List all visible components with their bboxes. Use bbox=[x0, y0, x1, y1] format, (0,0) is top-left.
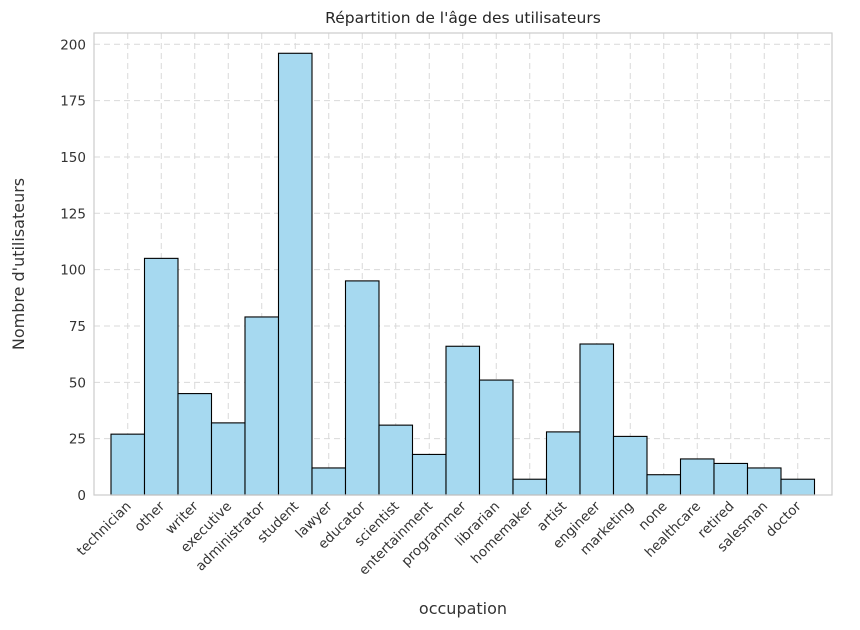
bar-technician bbox=[110, 433, 146, 496]
bar-artist bbox=[545, 431, 581, 496]
x-axis-ticks: technicianotherwriterexecutiveadministra… bbox=[74, 498, 805, 578]
bar-librarian bbox=[478, 379, 514, 496]
bar-writer bbox=[177, 393, 213, 496]
x-axis-title: occupation bbox=[419, 599, 507, 618]
bar-educator bbox=[344, 280, 380, 496]
y-tick-label: 25 bbox=[69, 432, 86, 448]
y-tick-label: 50 bbox=[69, 375, 86, 391]
y-tick-label: 150 bbox=[60, 150, 86, 166]
bar-healthcare bbox=[679, 458, 715, 496]
bar-scientist bbox=[378, 424, 414, 496]
y-tick-label: 75 bbox=[69, 319, 86, 335]
bar-entertainment bbox=[411, 453, 447, 496]
x-tick-label: other bbox=[131, 498, 168, 535]
y-axis-ticks: 0 25 50 75 100 125 150 175 200 bbox=[60, 37, 86, 504]
bar-student bbox=[277, 52, 313, 496]
x-tick-label: doctor bbox=[763, 498, 805, 540]
y-tick-label: 100 bbox=[60, 263, 86, 279]
bar-homemaker bbox=[512, 478, 548, 496]
y-tick-label: 175 bbox=[60, 94, 86, 110]
bar-programmer bbox=[445, 345, 481, 496]
bar-other bbox=[143, 257, 179, 496]
chart-title: Répartition de l'âge des utilisateurs bbox=[325, 9, 601, 27]
y-axis-title: Nombre d'utilisateurs bbox=[9, 178, 28, 350]
bar-retired bbox=[713, 462, 749, 496]
bar-engineer bbox=[579, 343, 615, 496]
bar-executive bbox=[210, 422, 246, 496]
bar-marketing bbox=[612, 435, 648, 496]
y-tick-label: 0 bbox=[77, 488, 86, 504]
bar-doctor bbox=[780, 478, 816, 496]
y-tick-label: 200 bbox=[60, 37, 86, 53]
y-tick-label: 125 bbox=[60, 206, 86, 222]
bar-none bbox=[646, 474, 682, 496]
x-tick-label: technician bbox=[74, 499, 135, 560]
bar-administrator bbox=[244, 316, 280, 496]
bar-salesman bbox=[746, 467, 782, 496]
bar-lawyer bbox=[311, 467, 347, 496]
plot-frame bbox=[93, 32, 833, 496]
bars bbox=[110, 52, 816, 496]
